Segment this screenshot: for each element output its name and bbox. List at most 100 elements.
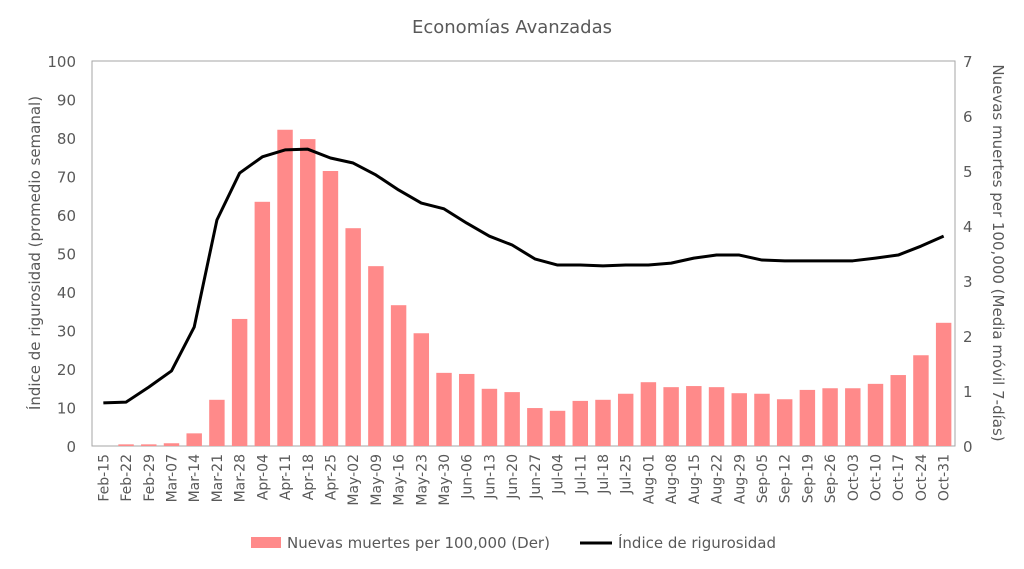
bar-May-23 — [413, 333, 430, 446]
bar-May-02 — [345, 228, 361, 446]
chart-title: Economías Avanzadas — [412, 17, 612, 38]
bar-Mar-14 — [186, 433, 202, 446]
x-tick: Mar-21 — [210, 454, 226, 502]
bar-Aug-01 — [640, 382, 657, 446]
x-tick: Aug-01 — [641, 454, 657, 504]
x-tick: Jul-18 — [596, 454, 612, 495]
x-tick: Apr-18 — [301, 454, 317, 500]
x-tick: Sep-05 — [755, 454, 771, 503]
x-tick: May-02 — [346, 454, 362, 506]
x-tick: Jun-13 — [482, 454, 498, 500]
bar-Oct-03 — [845, 388, 861, 446]
x-tick: Mar-07 — [164, 454, 180, 502]
bar-Jul-04 — [549, 410, 566, 446]
bar-Aug-15 — [686, 386, 702, 446]
x-tick: May-16 — [392, 454, 408, 506]
x-tick: Apr-04 — [255, 454, 271, 500]
x-tick: Oct-31 — [937, 454, 953, 501]
y-axis-right-label: Nuevas muertes per 100,000 (Media móvil … — [989, 64, 1007, 441]
y-right-tick: 4 — [963, 218, 973, 236]
bar-Oct-10 — [867, 383, 884, 446]
bar-Jun-13 — [481, 388, 498, 446]
y-right-tick: 2 — [963, 328, 973, 346]
y-left-tick: 40 — [57, 284, 76, 302]
x-tick: Sep-19 — [800, 454, 816, 503]
legend-bar-label: Nuevas muertes per 100,000 (Der) — [287, 534, 550, 552]
bar-Sep-26 — [822, 388, 838, 446]
x-tick: Jun-20 — [505, 454, 521, 500]
x-tick: Jul-11 — [573, 454, 589, 495]
bar-May-09 — [368, 266, 384, 446]
x-tick: Mar-14 — [187, 454, 203, 502]
bar-Apr-18 — [300, 139, 316, 446]
plot-area — [91, 60, 956, 447]
legend-bar-swatch — [251, 537, 281, 548]
x-tick: Jun-27 — [528, 454, 544, 500]
x-tick: Aug-15 — [687, 454, 703, 504]
x-tick: Feb-22 — [119, 454, 135, 502]
x-tick: Oct-10 — [869, 454, 885, 501]
bar-Mar-21 — [209, 399, 225, 446]
bar-Apr-04 — [254, 201, 271, 446]
y-left-tick: 30 — [57, 323, 76, 341]
x-tick: Apr-25 — [323, 454, 339, 500]
bar-Jun-06 — [459, 373, 475, 446]
bar-Apr-25 — [322, 171, 339, 446]
bar-May-16 — [390, 305, 407, 446]
bar-Feb-22 — [118, 444, 134, 446]
bar-Jun-20 — [504, 392, 520, 446]
x-tick: May-30 — [437, 454, 453, 506]
x-tick: Jun-06 — [460, 454, 476, 500]
y-left-tick: 70 — [57, 169, 76, 187]
x-tick: Sep-12 — [778, 454, 794, 503]
x-tick: Aug-29 — [732, 454, 748, 504]
bar-Jul-11 — [572, 400, 588, 446]
bar-Sep-12 — [776, 399, 793, 446]
y-right-tick: 5 — [963, 163, 973, 181]
x-tick: Apr-11 — [278, 454, 294, 500]
stringency-line — [103, 147, 945, 405]
bar-Aug-29 — [731, 393, 747, 446]
y-right-tick: 6 — [963, 108, 973, 126]
bar-Aug-22 — [708, 387, 725, 446]
x-tick: Mar-28 — [233, 454, 249, 502]
bar-Sep-05 — [754, 393, 770, 446]
y-right-tick: 7 — [963, 53, 973, 71]
x-tick: Sep-26 — [823, 454, 839, 503]
y-left-tick: 20 — [57, 361, 76, 379]
y-left-tick: 0 — [66, 438, 76, 456]
x-tick: May-23 — [414, 454, 430, 506]
x-tick: Oct-24 — [914, 454, 930, 501]
y-right-tick: 1 — [963, 383, 973, 401]
bar-Jun-27 — [527, 408, 543, 446]
bar-Apr-11 — [277, 129, 293, 446]
bar-Aug-08 — [663, 387, 679, 446]
y-right-tick: 3 — [963, 273, 973, 291]
x-tick: Oct-17 — [891, 454, 907, 501]
x-tick: Jul-25 — [619, 454, 635, 495]
bar-May-30 — [436, 372, 452, 446]
y-left-tick: 80 — [57, 130, 76, 148]
x-tick: Feb-15 — [96, 454, 112, 502]
y-right-tick: 0 — [963, 438, 973, 456]
legend: Nuevas muertes per 100,000 (Der) Índice … — [251, 533, 776, 552]
x-tick: Jul-04 — [551, 454, 567, 495]
y-left-tick: 90 — [57, 92, 76, 110]
x-tick: Aug-08 — [664, 454, 680, 504]
bar-Oct-31 — [935, 322, 952, 446]
bar-Feb-29 — [141, 444, 157, 446]
bar-Mar-28 — [231, 318, 248, 446]
y-left-tick: 10 — [57, 400, 76, 418]
bar-Jul-18 — [595, 399, 611, 446]
x-tick: Aug-22 — [710, 454, 726, 504]
x-tick: Oct-03 — [846, 454, 862, 501]
bar-Oct-24 — [913, 355, 929, 446]
bar-Sep-19 — [799, 389, 816, 446]
bar-Mar-07 — [163, 443, 180, 446]
legend-line-label: Índice de rigurosidad — [618, 533, 776, 552]
y-axis-left-label: Índice de rigurosidad (promedio semanal) — [25, 96, 44, 410]
x-tick: Feb-29 — [142, 454, 158, 502]
y-left-tick: 60 — [57, 207, 76, 225]
bar-Oct-17 — [890, 375, 906, 446]
